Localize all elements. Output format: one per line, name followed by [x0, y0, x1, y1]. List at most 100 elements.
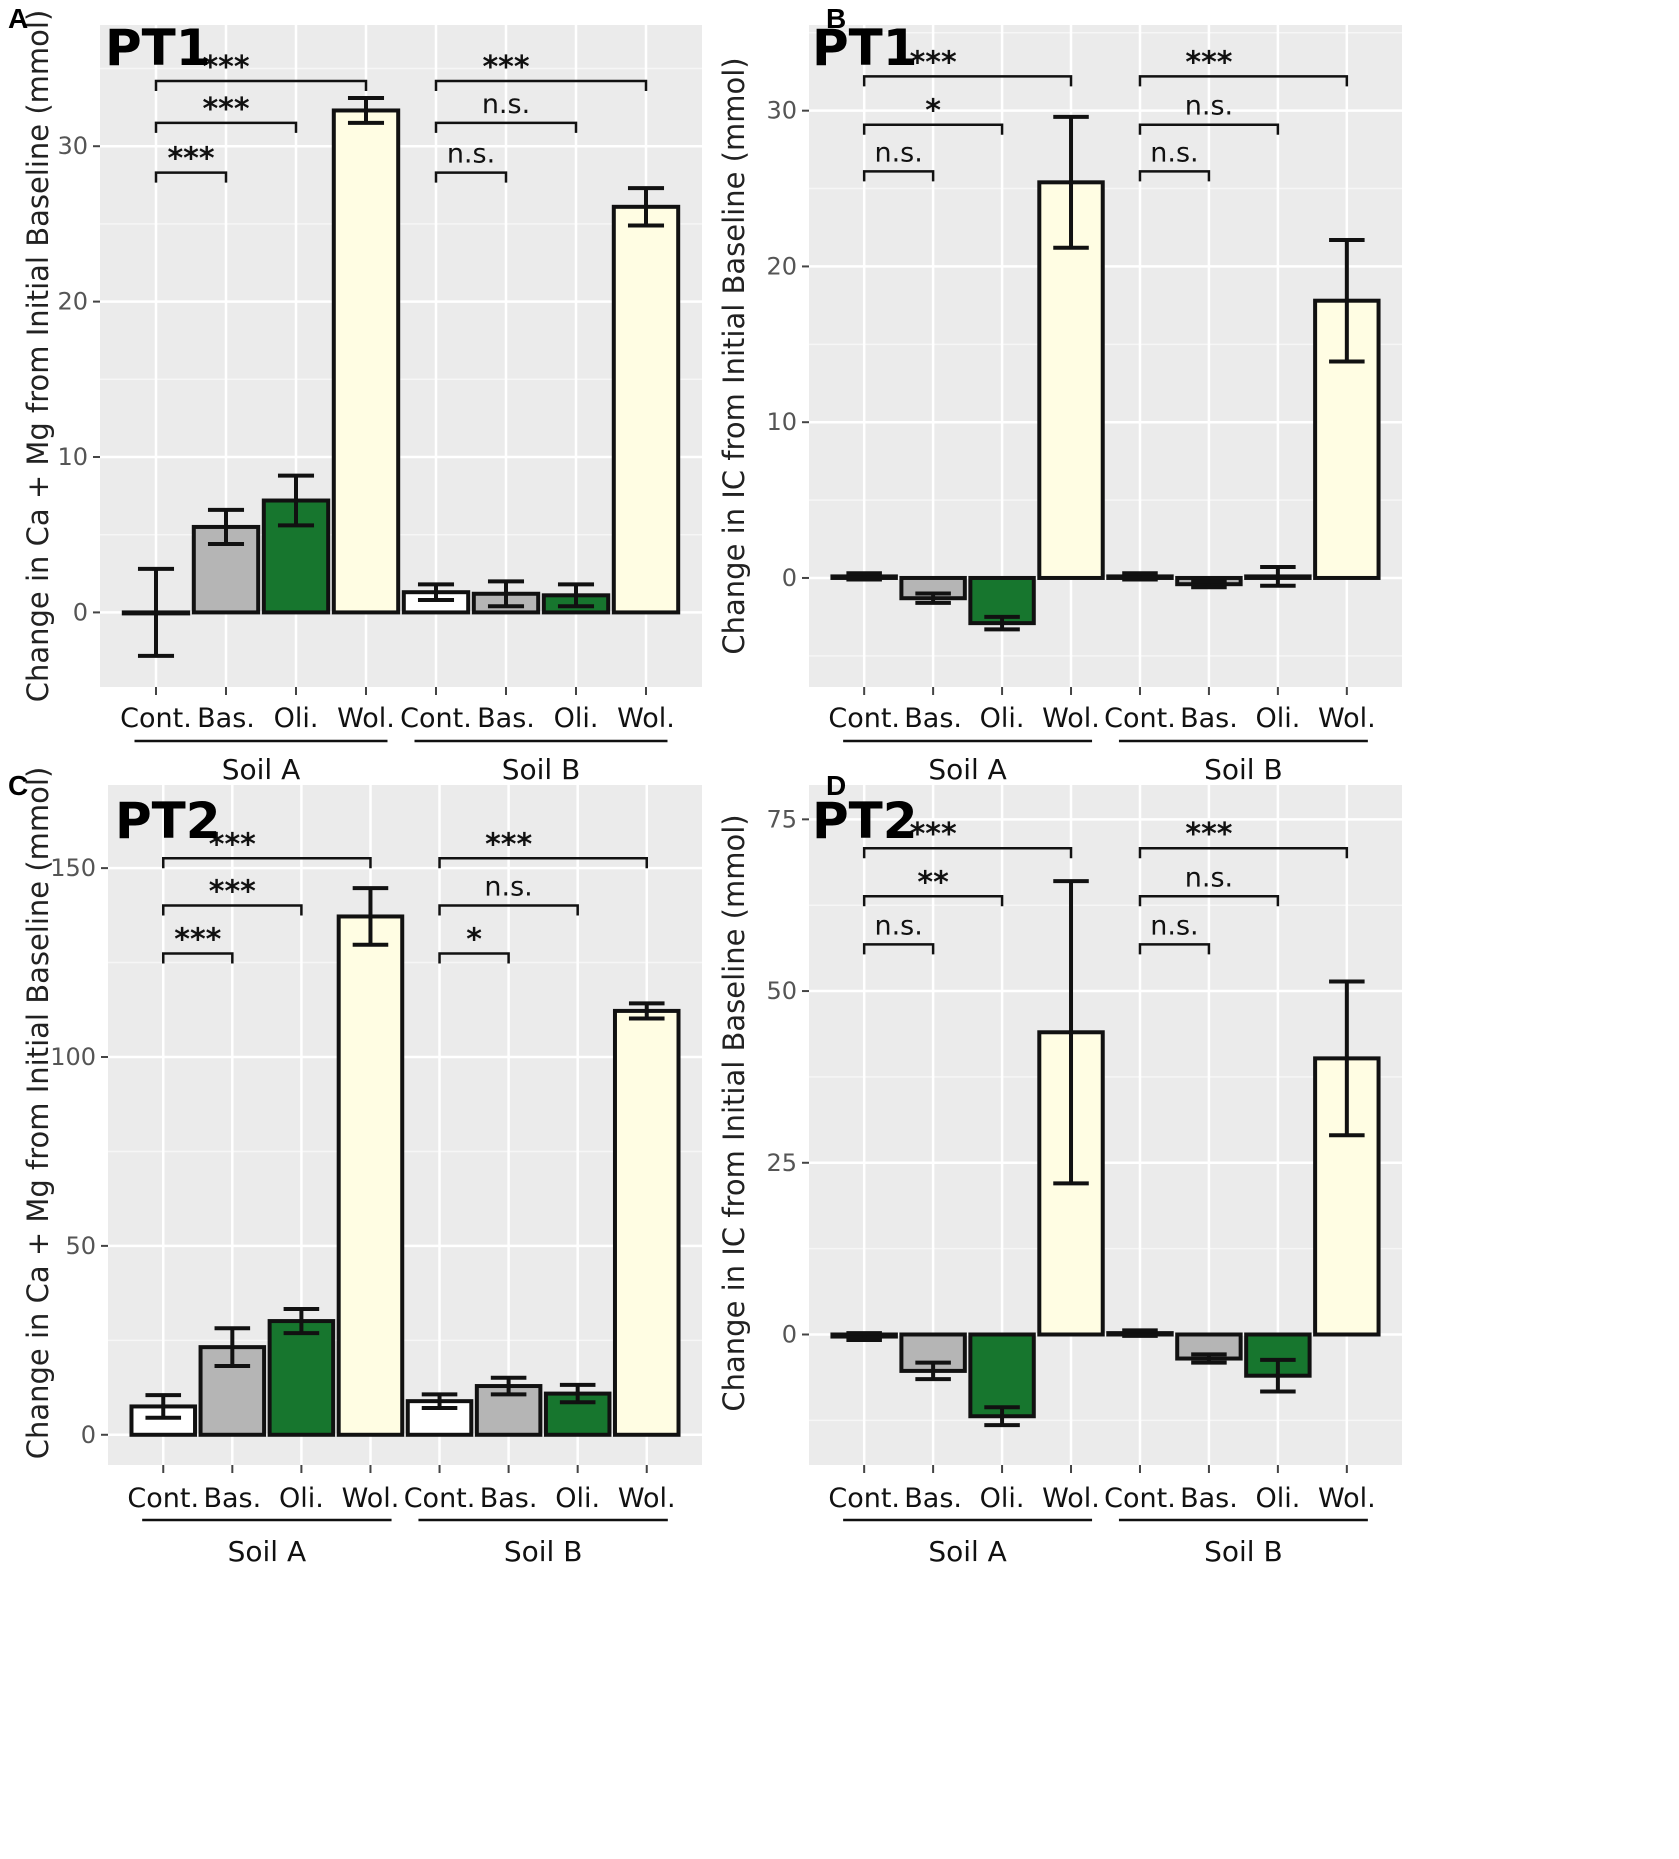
panel-b: 0 10 20 30 Cont. Bas. Oli. Wol. Cont. Bas. Oli. Wol… [717, 0, 1679, 930]
y-tick-label: 0 [782, 1320, 797, 1348]
significance-label: *** [910, 817, 957, 852]
x-tick-label: Oli. [279, 1483, 324, 1514]
bar [336, 914, 405, 1437]
significance-bracket [862, 943, 935, 955]
bar [405, 1399, 474, 1437]
x-tick-label: Wol. [342, 1483, 400, 1514]
x-tick-label: Bas. [904, 1483, 962, 1514]
y-tick-label: 30 [766, 97, 797, 125]
panel-letter: A [8, 3, 28, 34]
x-tick-label: Bas. [904, 703, 962, 734]
y-tick-label: 50 [766, 977, 797, 1005]
y-tick-label: 20 [766, 252, 797, 280]
y-axis-label: Change in IC from Initial Baseline (mmol… [717, 814, 751, 1411]
x-tick-label: Cont. [828, 703, 900, 734]
y-tick-label: 75 [766, 805, 797, 833]
y-tick-label: 25 [766, 1149, 797, 1177]
significance-label: n.s. [484, 872, 532, 903]
y-axis-label: Change in Ca + Mg from Initial Baseline … [21, 10, 55, 703]
x-tick-label: Oli. [1255, 703, 1300, 734]
significance-bracket [1138, 846, 1349, 859]
significance-label: *** [485, 827, 532, 862]
y-tick-label: 10 [766, 408, 797, 436]
bar [331, 108, 401, 615]
group-label: Soil A [928, 1535, 1007, 1568]
x-tick-label: Wol. [618, 1483, 676, 1514]
significance-label: n.s. [874, 137, 922, 168]
bar [612, 1008, 681, 1437]
y-tick-label: 10 [57, 443, 88, 471]
x-tick-label: Oli. [980, 703, 1025, 734]
significance-bracket [438, 904, 579, 916]
panel-title: PT1 [812, 19, 918, 77]
significance-label: * [466, 922, 482, 957]
significance-bracket [162, 857, 372, 869]
significance-bracket [862, 170, 935, 182]
significance-label: ** [917, 865, 949, 900]
x-tick-label: Oli. [1255, 1483, 1300, 1514]
bar [611, 204, 681, 615]
x-tick-label: Wol. [1042, 1483, 1100, 1514]
y-tick-label: 0 [73, 598, 88, 626]
x-tick-label: Cont. [127, 1483, 199, 1514]
significance-bracket [438, 857, 648, 869]
significance-bracket [1138, 75, 1349, 87]
x-tick-label: Cont. [400, 703, 472, 734]
significance-bracket [438, 952, 510, 964]
significance-bracket [1138, 170, 1211, 182]
group-label: Soil A [928, 753, 1007, 786]
significance-label: n.s. [874, 910, 922, 941]
panel-letter: C [8, 770, 28, 801]
group-label: Soil B [1204, 753, 1283, 786]
significance-label: * [925, 94, 941, 129]
group-label: Soil A [228, 1535, 307, 1568]
x-tick-label: Bas. [203, 1483, 261, 1514]
group-label: Soil B [1204, 1535, 1283, 1568]
x-tick-label: Oli. [980, 1483, 1025, 1514]
significance-bracket [162, 904, 303, 916]
y-tick-label: 20 [57, 288, 88, 316]
y-tick-label: 0 [782, 564, 797, 592]
x-tick-label: Cont. [1104, 703, 1176, 734]
significance-bracket [434, 79, 648, 91]
y-axis-label: Change in Ca + Mg from Initial Baseline … [21, 767, 55, 1460]
y-tick-label: 150 [50, 854, 96, 882]
significance-label: *** [174, 922, 221, 957]
significance-bracket [862, 75, 1073, 87]
group-label: Soil A [222, 753, 301, 786]
plot-background [809, 785, 1402, 1465]
x-tick-label: Wol. [1318, 1483, 1376, 1514]
panel-title: PT2 [812, 792, 918, 850]
significance-label: n.s. [1185, 91, 1233, 122]
significance-bracket [1138, 943, 1211, 955]
y-axis-label: Change in IC from Initial Baseline (mmol… [717, 57, 751, 654]
panel-d: 0 25 50 75 Cont. Bas. Oli. Wol. Cont. Bas. Oli. Wol… [717, 770, 1679, 1859]
significance-label: *** [167, 142, 214, 177]
x-tick-label: Oli. [274, 703, 319, 734]
significance-label: *** [202, 92, 249, 127]
significance-bracket [1138, 895, 1280, 907]
x-tick-label: Oli. [554, 703, 599, 734]
significance-label: *** [209, 827, 256, 862]
x-tick-label: Bas. [1180, 1483, 1238, 1514]
bar [267, 1319, 336, 1437]
significance-bracket [154, 121, 298, 133]
significance-bracket [862, 123, 1004, 135]
panel-c: 0 50 100 150 Cont. Bas. Oli. Wol. Cont. Bas. Oli. W… [0, 767, 840, 1859]
significance-bracket [862, 895, 1004, 907]
significance-bracket [862, 846, 1073, 859]
y-tick-label: 50 [65, 1232, 96, 1260]
significance-label: n.s. [482, 89, 530, 120]
x-tick-label: Bas. [1180, 703, 1238, 734]
significance-bracket [434, 121, 578, 133]
x-tick-label: Bas. [477, 703, 535, 734]
x-tick-label: Cont. [828, 1483, 900, 1514]
significance-bracket [434, 171, 508, 183]
